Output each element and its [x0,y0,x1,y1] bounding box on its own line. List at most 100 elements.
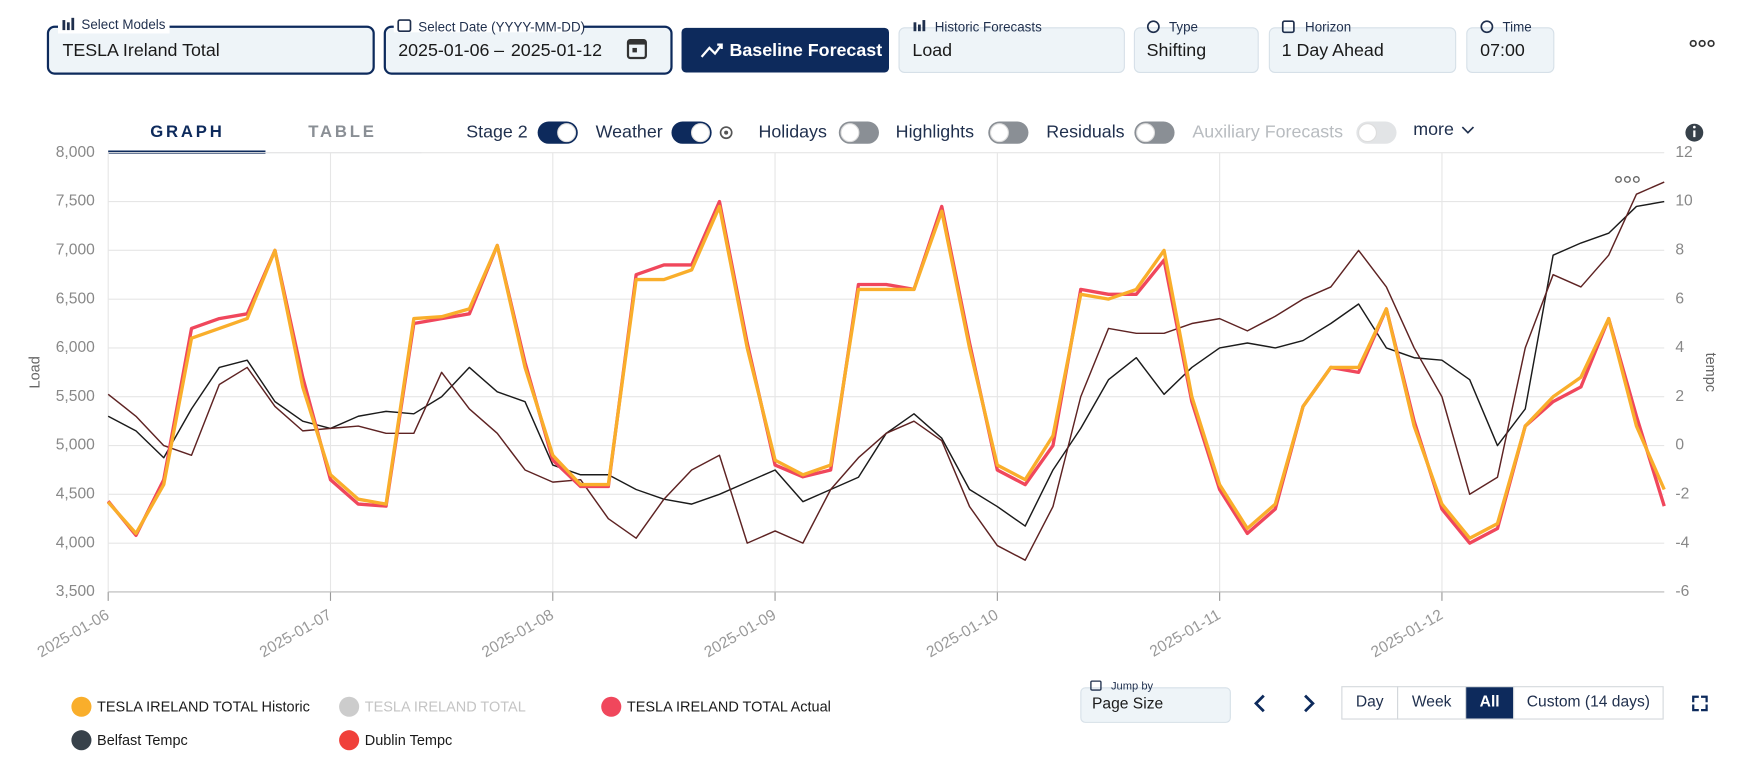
field-value: Shifting [1147,40,1206,60]
menu-dots[interactable] [1689,39,1715,48]
range-bg [1341,686,1399,720]
range-button[interactable]: Week [1397,686,1467,720]
y2-tick-label: 10 [1675,193,1693,210]
legend-swatch [71,730,92,751]
y-tick-label: 8,000 [56,144,95,161]
toggle[interactable]: Residuals [1046,121,1175,144]
field-label: Select Date (YYYY-MM-DD) [418,19,585,34]
toggle-label: Auxiliary Forecasts [1192,121,1343,141]
range-button[interactable]: Custom (14 days) [1513,686,1664,720]
y-tick-label: 4,000 [56,534,95,551]
y2-tick-label: 8 [1675,241,1684,258]
x-tick-label: 2025-01-12 [1368,607,1446,662]
historic-select[interactable]: Historic Forecasts Load [898,19,1125,74]
type-select[interactable]: Type Shifting [1133,19,1259,74]
weather-settings[interactable] [719,126,733,140]
field-label: Type [1169,19,1198,34]
legend-item[interactable]: TESLA IRELAND TOTAL [339,696,526,717]
toggle[interactable]: Highlights [896,121,1029,144]
tab[interactable]: TABLE [308,122,376,141]
y-axis-title: Load [28,356,44,388]
y2-tick-label: -2 [1675,485,1689,502]
range-label: All [1480,693,1500,710]
date-separator: – [494,40,504,60]
field-value: Load [912,40,952,60]
toggle-knob [1358,123,1378,143]
model-select[interactable]: Select Models TESLA Ireland Total [46,17,375,75]
legend-label: Dublin Tempc [365,733,453,749]
field-label: Horizon [1305,19,1351,34]
field-value: Page Size [1092,696,1163,713]
y-tick-label: 4,500 [56,485,95,502]
x-tick-label: 2025-01-10 [924,606,1002,661]
toggle-label: Stage 2 [466,121,528,141]
legend-swatch [601,696,622,717]
y-tick-label: 7,000 [56,241,95,258]
time-select[interactable]: Time 07:00 [1466,19,1555,74]
info-icon[interactable] [1685,123,1704,142]
legend-label: TESLA IRELAND TOTAL [365,700,526,716]
range-label: Day [1356,693,1384,710]
tab[interactable]: GRAPH [108,122,266,154]
date-select[interactable]: Select Date (YYYY-MM-DD) 2025-01-06 – 20… [383,18,673,75]
fullscreen-button[interactable] [1692,695,1708,712]
field-value: TESLA Ireland Total [62,40,219,60]
legend-item[interactable]: Dublin Tempc [339,730,453,751]
legend-item[interactable]: Belfast Tempc [71,730,188,751]
series-line [106,199,1666,545]
y-tick-label: 3,500 [56,583,95,600]
series-line [106,204,1666,540]
field-label: Jump by [1111,681,1154,693]
toggle-label: Residuals [1046,121,1124,141]
legend-item[interactable]: TESLA IRELAND TOTAL Actual [601,696,831,717]
toggle: Auxiliary Forecasts [1192,121,1397,144]
toggle-label: Weather [596,121,663,141]
field-label: Time [1502,19,1531,34]
range-label: Custom (14 days) [1527,693,1650,710]
date-start: 2025-01-06 [398,40,489,60]
baseline-forecast-button[interactable]: Baseline Forecast [681,27,890,73]
field-value: 07:00 [1480,40,1525,60]
more-label: more [1413,119,1454,139]
legend-label: Belfast Tempc [97,733,188,749]
toggle-knob [691,123,710,143]
toggle-knob [1136,123,1156,143]
y2-tick-label: 12 [1675,144,1692,161]
y2-tick-label: 6 [1675,290,1684,307]
tab-label: TABLE [308,122,376,141]
range-button[interactable]: Day [1341,686,1399,720]
x-tick-label: 2025-01-11 [1147,607,1224,661]
chart-menu[interactable] [1615,176,1640,183]
button-label: Baseline Forecast [729,40,882,60]
y2-tick-label: 0 [1675,437,1684,454]
horizon-select[interactable]: Horizon 1 Day Ahead [1268,19,1457,74]
y-tick-label: 5,000 [56,437,95,454]
toggle-knob [557,123,577,143]
range-bg [1513,686,1664,720]
toggle-knob [989,123,1009,143]
field-label: Select Models [81,17,165,32]
x-tick-label: 2025-01-06 [35,607,113,662]
more-menu[interactable]: more [1413,119,1475,139]
toggle-label: Holidays [758,121,826,141]
y-tick-label: 6,500 [56,290,95,307]
next-button[interactable] [1304,694,1315,713]
jump-select[interactable]: Jump by Page Size [1080,680,1231,723]
x-tick-label: 2025-01-07 [257,607,335,662]
toggle[interactable]: Weather [596,121,712,144]
legend-swatch [339,696,360,717]
prev-button[interactable] [1254,694,1265,713]
legend-item[interactable]: TESLA IRELAND TOTAL Historic [71,696,310,717]
series-line [107,181,1665,561]
y2-tick-label: 2 [1675,388,1684,405]
toggle[interactable]: Holidays [758,121,879,144]
y2-tick-label: -6 [1675,583,1689,600]
legend-swatch [339,730,360,751]
field-label: Historic Forecasts [935,19,1042,34]
field-value: 1 Day Ahead [1282,40,1384,60]
toggle[interactable]: Stage 2 [466,121,578,144]
range-button[interactable]: All [1465,686,1515,720]
x-tick-label: 2025-01-09 [701,607,779,662]
